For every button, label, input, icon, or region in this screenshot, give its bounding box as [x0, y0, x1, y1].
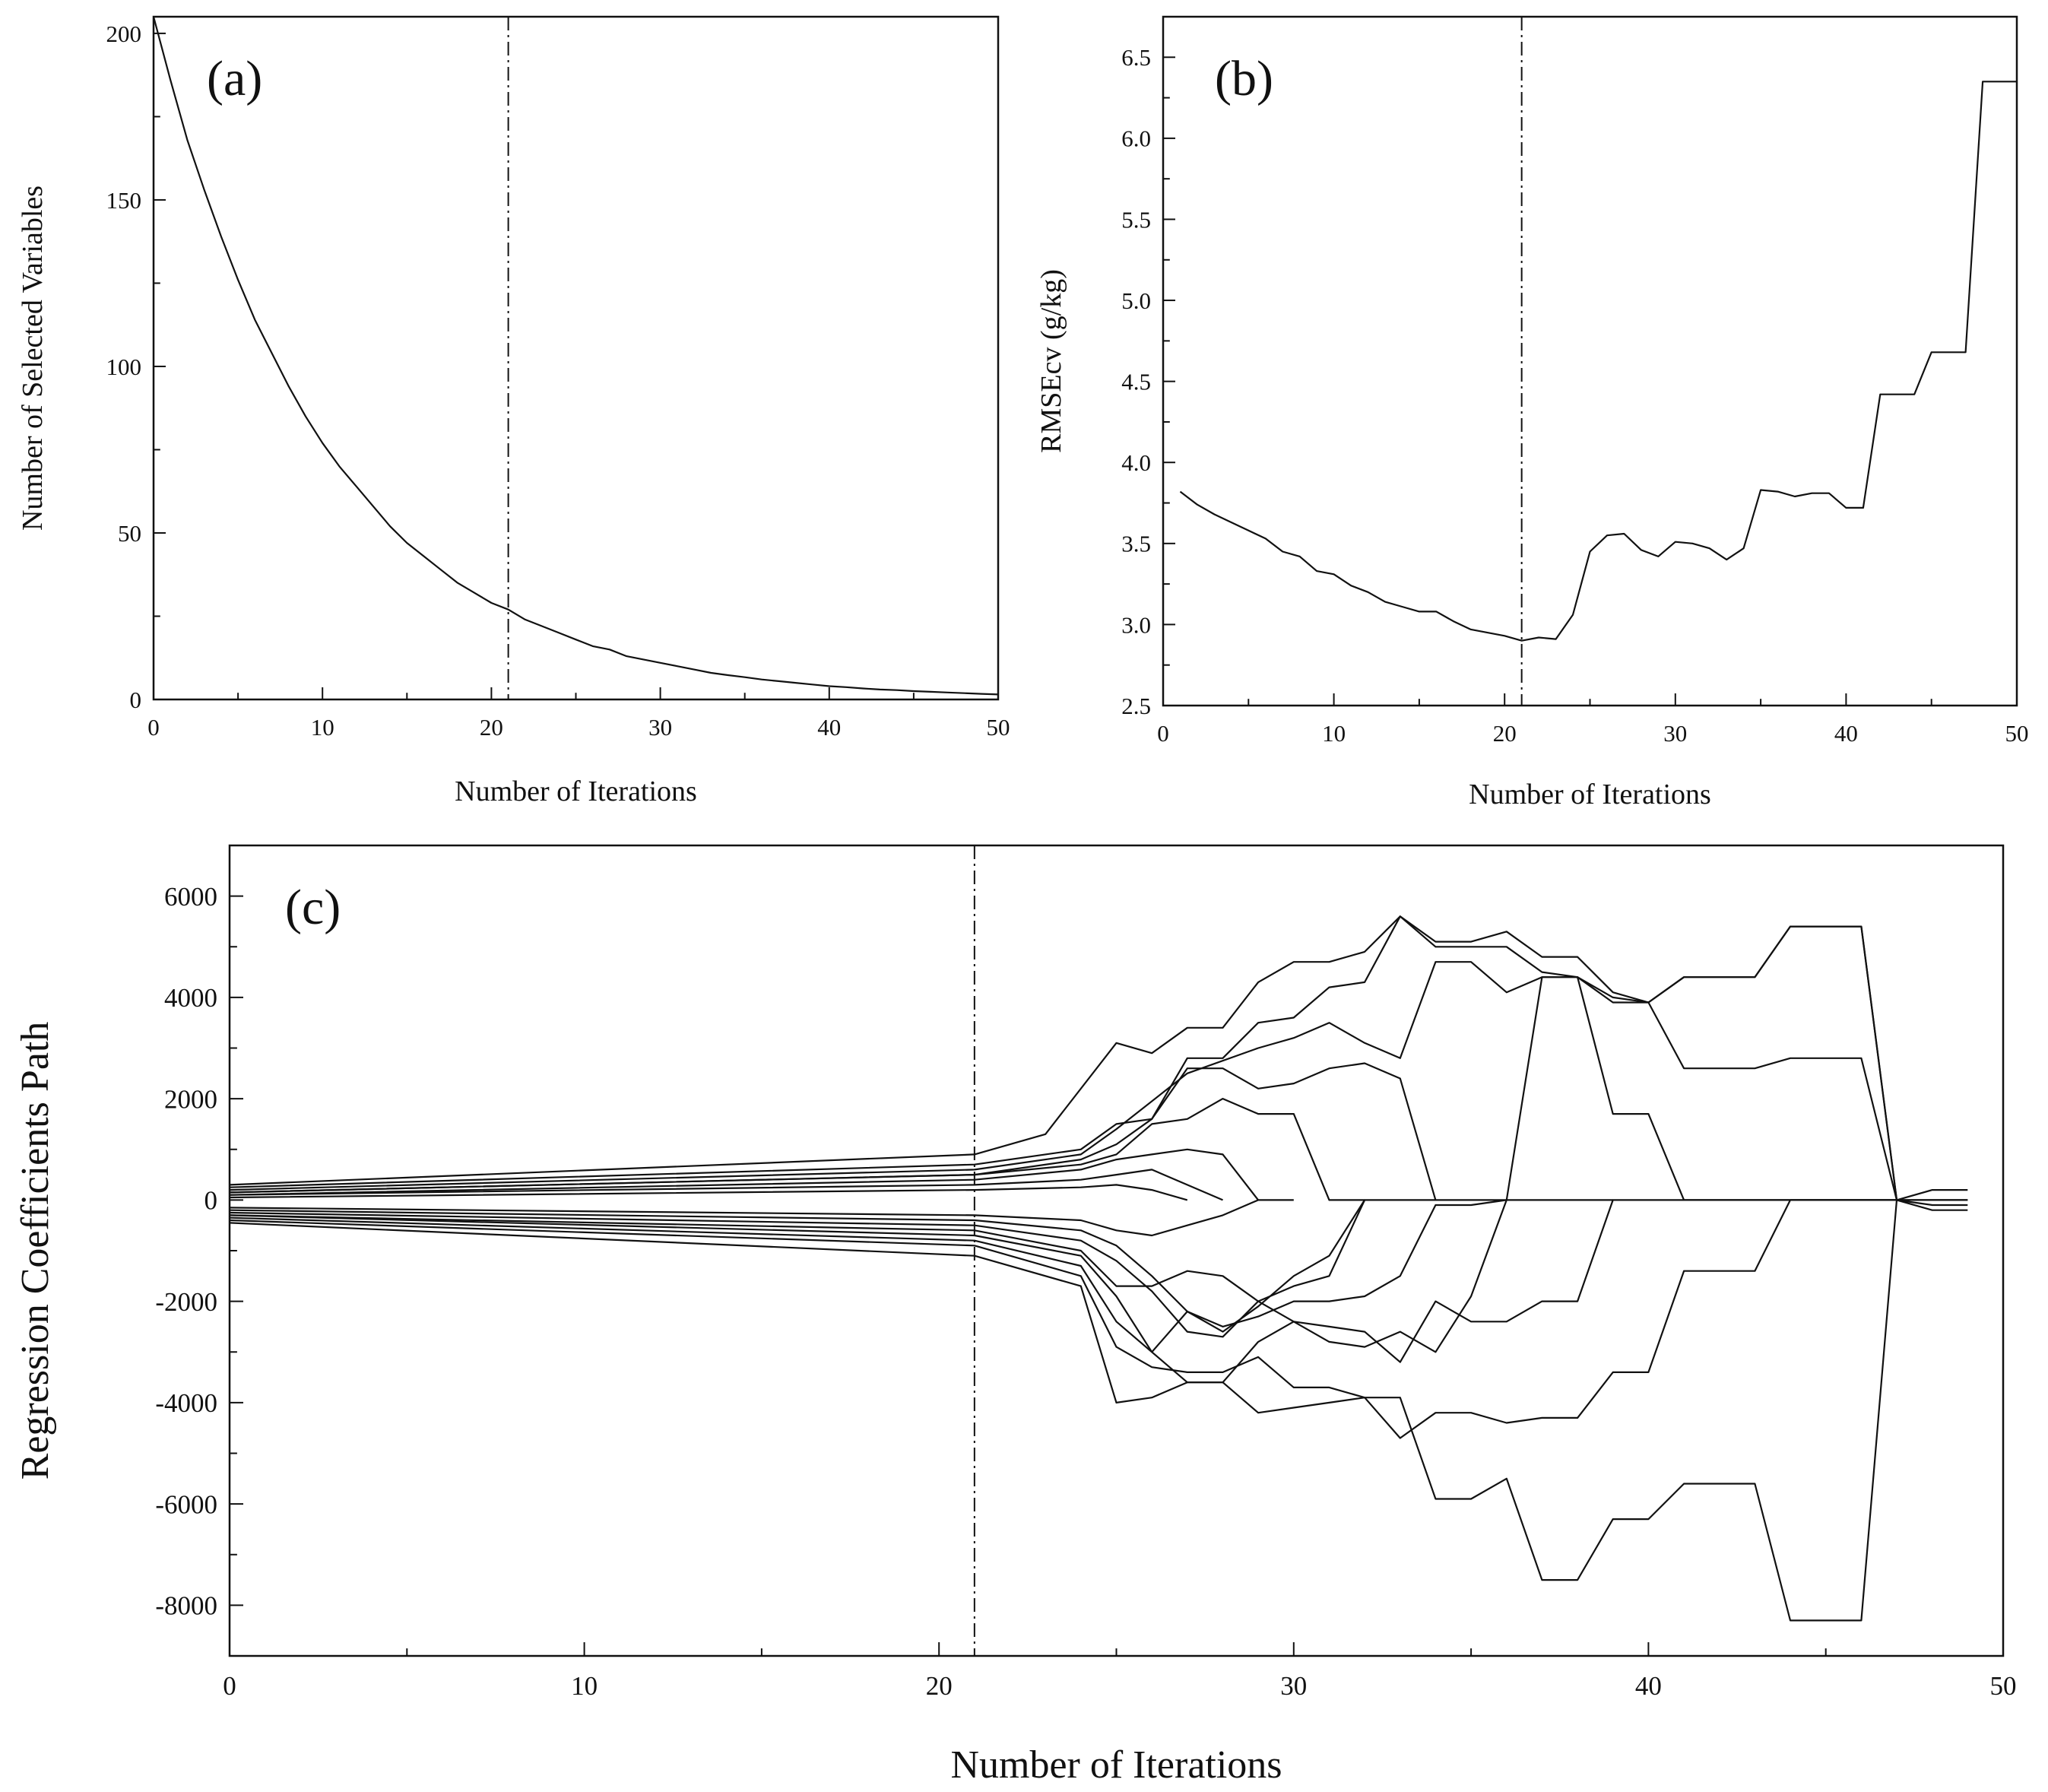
- x-tick-label: 40: [1635, 1671, 1662, 1701]
- series-line-v12: [229, 1199, 1613, 1353]
- plot-frame-b: [1162, 15, 2018, 707]
- y-tick-label: 200: [106, 21, 142, 47]
- series-line-v7: [229, 1169, 1223, 1201]
- series-line-v16: [229, 1199, 1259, 1237]
- y-tick-label: 6.0: [1121, 125, 1151, 152]
- panel-label-a: (a): [207, 51, 262, 106]
- y-tick-label: 4.0: [1121, 449, 1151, 476]
- series-line-v8: [229, 1184, 1188, 1201]
- y-tick-label: 5.5: [1121, 206, 1151, 233]
- series-line-v9: [229, 1199, 1968, 1439]
- series-line-v6: [229, 1148, 1294, 1201]
- x-tick-label: 10: [311, 714, 334, 741]
- y-tick-label: 5.0: [1121, 287, 1151, 314]
- x-axis-label-c: Number of Iterations: [950, 1743, 1282, 1787]
- y-tick-label: 4000: [164, 983, 217, 1013]
- plot-frame-c: [228, 844, 2005, 1657]
- x-tick-label: 20: [926, 1671, 953, 1701]
- panel-label-c: (c): [285, 880, 341, 935]
- x-tick-label: 0: [223, 1671, 236, 1701]
- series-line-v4: [229, 976, 1968, 1201]
- y-tick-label: 100: [106, 354, 142, 380]
- x-tick-label: 10: [571, 1671, 598, 1701]
- y-tick-label: 150: [106, 187, 142, 214]
- series-line-RMSEcv: [1179, 81, 2017, 642]
- y-tick-label: -8000: [155, 1591, 217, 1621]
- panel-b: 0 10 20 30 40 50 2.5 3.0 3.5 4.0 4.5 5.0 5.5 6.0 6.5 (b…: [1035, 15, 2029, 810]
- plot-frame-a: [152, 15, 1000, 701]
- y-tick-label: -2000: [155, 1287, 217, 1317]
- y-tick-label: 6000: [164, 882, 217, 912]
- x-tick-label: 50: [1990, 1671, 2017, 1701]
- y-tick-label: -4000: [155, 1388, 217, 1418]
- y-tick-label: -6000: [155, 1489, 217, 1519]
- x-tick-label: 30: [1663, 720, 1687, 747]
- y-tick-label: 4.5: [1121, 368, 1151, 395]
- x-tick-label: 40: [1834, 720, 1858, 747]
- x-tick-label: 0: [1157, 720, 1169, 747]
- series-line-v11: [229, 1199, 1897, 1384]
- y-axis-label-a: Number of Selected Variables: [17, 186, 49, 531]
- series-line-v2: [229, 915, 1968, 1201]
- series-line-v15: [229, 1199, 1366, 1333]
- series-line-v3: [229, 961, 1897, 1201]
- x-tick-label: 20: [1493, 720, 1517, 747]
- x-tick-label: 30: [1280, 1671, 1307, 1701]
- y-axis-label-c: Regression Coefficients Path: [14, 1022, 57, 1480]
- y-tick-label: 0: [204, 1186, 218, 1216]
- series-line-selected-variables: [152, 16, 999, 696]
- x-axis-label-a: Number of Iterations: [455, 775, 697, 807]
- y-axis-label-b: RMSEcv (g/kg): [1035, 269, 1067, 453]
- y-tick-label: 50: [118, 520, 141, 547]
- series-line-v5: [229, 1097, 1365, 1201]
- series-line-v10: [229, 1199, 1968, 1622]
- series-line-v1: [229, 915, 1968, 1201]
- x-tick-label: 50: [987, 714, 1010, 741]
- y-tick-label: 3.0: [1121, 611, 1151, 638]
- y-tick-label: 3.5: [1121, 531, 1151, 557]
- x-tick-label: 30: [648, 714, 672, 741]
- y-tick-label: 2000: [164, 1084, 217, 1114]
- x-tick-label: 20: [480, 714, 503, 741]
- x-tick-label: 0: [147, 714, 160, 741]
- x-tick-label: 40: [817, 714, 841, 741]
- y-tick-label: 2.5: [1121, 693, 1151, 719]
- panel-a: 0 10 20 30 40 50 0 50 100 150 200 (a) Number of Iter…: [17, 15, 1010, 807]
- panel-label-b: (b): [1215, 51, 1273, 106]
- y-tick-label: 0: [130, 687, 142, 713]
- x-tick-label: 10: [1322, 720, 1346, 747]
- y-tick-label: 6.5: [1121, 44, 1151, 71]
- panel-c: 0 10 20 30 40 50 -8000 -6000 -4000 -2000 0 2000 4000…: [14, 844, 2017, 1787]
- x-tick-label: 50: [2005, 720, 2029, 747]
- x-axis-label-b: Number of Iterations: [1469, 779, 1711, 810]
